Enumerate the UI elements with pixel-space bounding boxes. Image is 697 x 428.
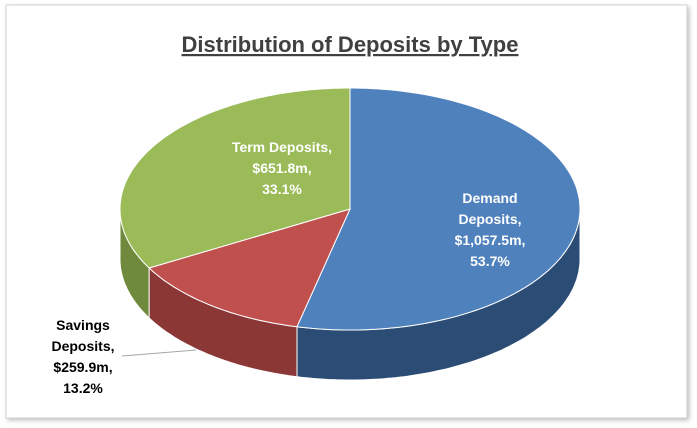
data-label: Term Deposits, $651.8m, 33.1% [232,139,332,197]
label-percent: 13.2% [63,380,103,396]
label-separator: , [111,338,115,354]
slice [296,87,581,331]
label-name-line: Demand [462,190,517,206]
chart-title: Distribution of Deposits by Type [182,32,519,57]
label-name-line: Term Deposits [232,139,328,155]
label-separator: , [518,211,522,227]
label-percent: 53.7% [470,253,510,269]
label-name-line: Deposits [458,211,517,227]
label-separator: , [308,160,312,176]
label-separator: , [328,139,332,155]
label-value: $651.8m [252,160,307,176]
leader-line [121,349,197,357]
label-separator: , [109,359,113,375]
label-name: Demand Deposits [458,190,517,227]
data-label: Demand Deposits, $1,057.5m, 53.7% [455,190,526,269]
label-name-line: Deposits [51,338,110,354]
label-separator: , [522,232,526,248]
label-name-line: Savings [56,317,110,333]
label-value: $1,057.5m [455,232,522,248]
label-value: $259.9m [53,359,108,375]
data-label: Savings Deposits, $259.9m, 13.2% [51,317,114,396]
label-name: Savings Deposits [51,317,110,354]
label-name: Term Deposits [232,139,328,155]
label-percent: 33.1% [262,181,302,197]
slice [119,87,351,269]
slice [148,208,351,328]
